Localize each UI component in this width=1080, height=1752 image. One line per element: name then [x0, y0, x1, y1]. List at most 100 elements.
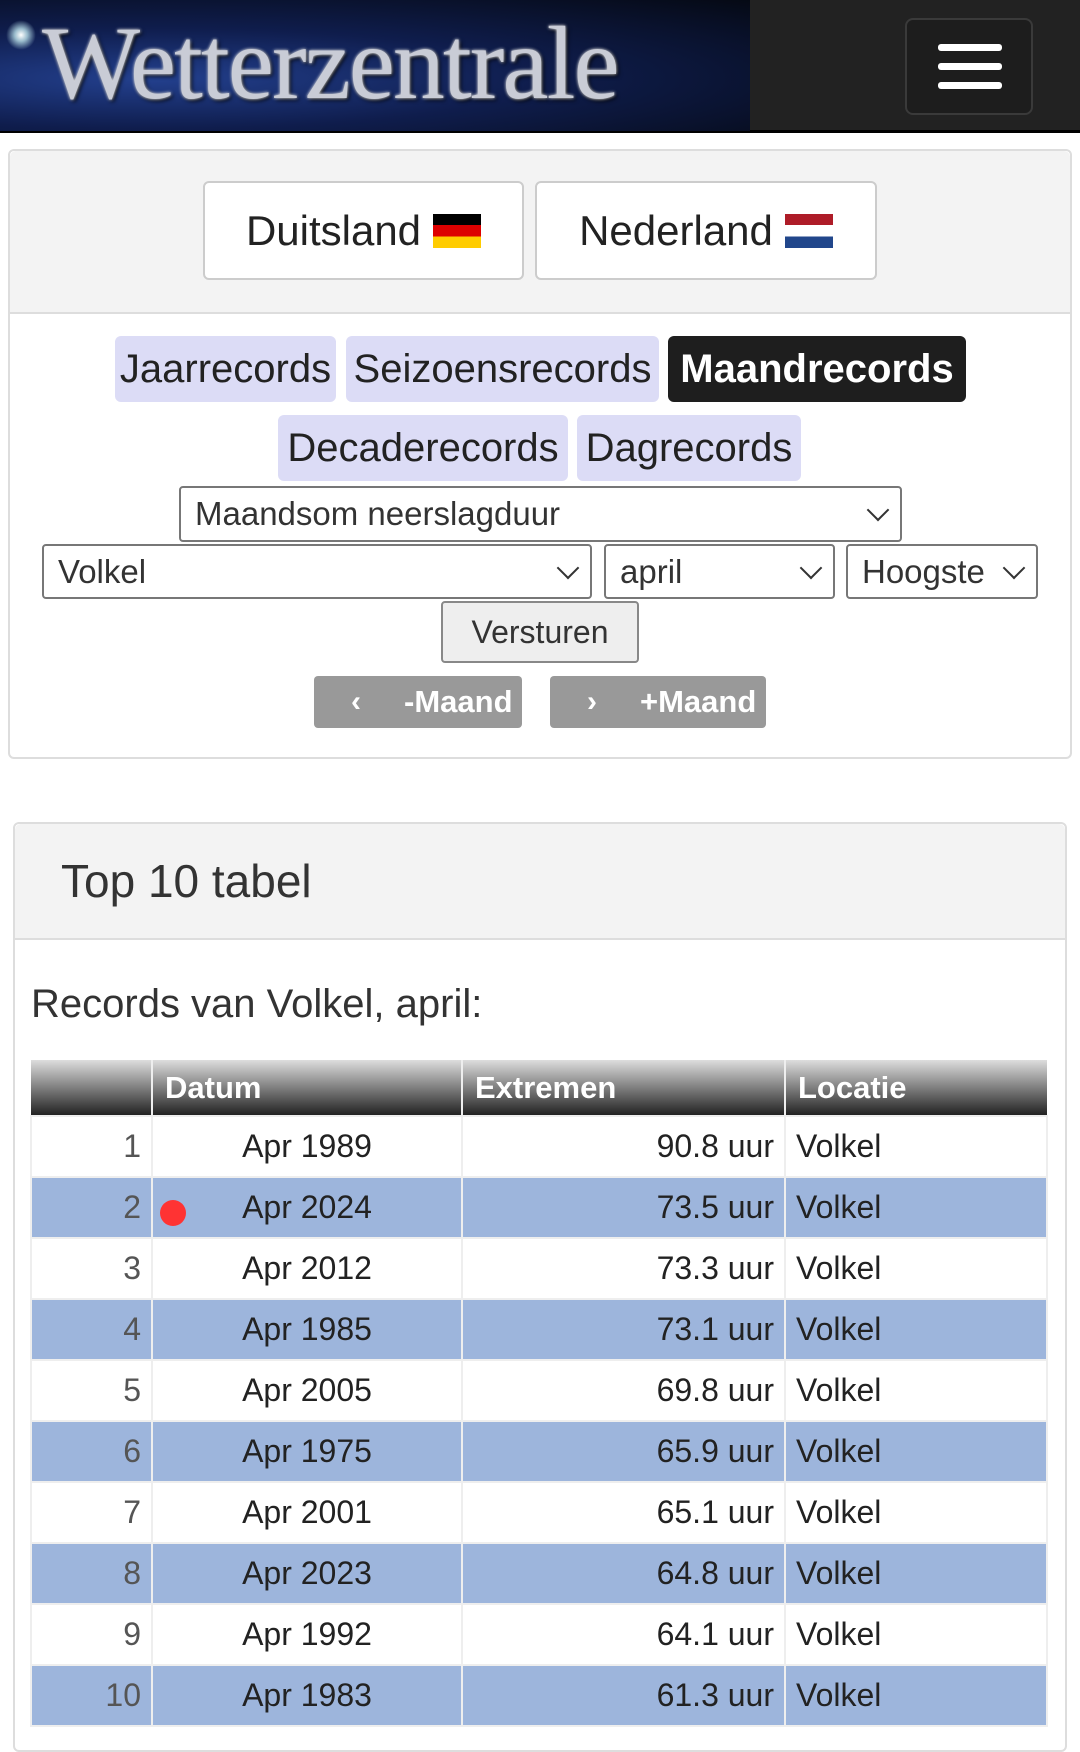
value-cell: 65.1 uur	[461, 1481, 786, 1544]
table-row: 1 Apr 1989 90.8 uur Volkel	[30, 1115, 1048, 1178]
rank-cell: 9	[30, 1603, 153, 1666]
value-cell: 73.5 uur	[461, 1176, 786, 1239]
parameter-select[interactable]: Maandsom neerslagduur	[179, 486, 902, 542]
location-cell: Volkel	[784, 1603, 1048, 1666]
station-value: Volkel	[58, 552, 147, 590]
location-cell: Volkel	[784, 1176, 1048, 1239]
col-rank	[31, 1060, 152, 1116]
rank-cell: 10	[30, 1664, 153, 1727]
tab-seizoensrecords[interactable]: Seizoensrecords	[346, 336, 659, 402]
location-cell: Volkel	[784, 1542, 1048, 1605]
date-cell: Apr 2024	[151, 1176, 463, 1239]
date-text: Apr 2012	[242, 1250, 372, 1286]
date-text: Apr 1985	[242, 1311, 372, 1347]
records-title: Records van Volkel, april:	[31, 982, 483, 1026]
table-row: 10 Apr 1983 61.3 uur Volkel	[30, 1664, 1048, 1727]
rank-cell: 7	[30, 1481, 153, 1544]
station-select[interactable]: Volkel	[42, 544, 592, 599]
value-cell: 73.3 uur	[461, 1237, 786, 1300]
tab-jaarrecords[interactable]: Jaarrecords	[115, 336, 336, 402]
chevron-down-icon	[866, 498, 890, 522]
value-cell: 64.8 uur	[461, 1542, 786, 1605]
table-row: 9 Apr 1992 64.1 uur Volkel	[30, 1603, 1048, 1666]
date-text: Apr 1983	[242, 1677, 372, 1713]
value-cell: 65.9 uur	[461, 1420, 786, 1483]
date-cell: Apr 1985	[151, 1298, 463, 1361]
date-text: Apr 1989	[242, 1128, 372, 1164]
date-cell: Apr 2005	[151, 1359, 463, 1422]
chevron-down-icon	[1002, 556, 1026, 579]
table-row: 3 Apr 2012 73.3 uur Volkel	[30, 1237, 1048, 1300]
date-text: Apr 2005	[242, 1372, 372, 1408]
col-locatie: Locatie	[784, 1060, 1047, 1116]
location-cell: Volkel	[784, 1664, 1048, 1727]
chevron-down-icon	[556, 556, 580, 579]
date-text: Apr 2001	[242, 1494, 372, 1530]
rank-cell: 2	[30, 1176, 153, 1239]
rank-cell: 5	[30, 1359, 153, 1422]
date-cell: Apr 2001	[151, 1481, 463, 1544]
location-cell: Volkel	[784, 1359, 1048, 1422]
tab-decaderecords[interactable]: Decaderecords	[278, 415, 568, 481]
germany-flag-icon	[433, 213, 482, 248]
date-cell: Apr 1975	[151, 1420, 463, 1483]
submit-button[interactable]: Versturen	[441, 601, 639, 663]
chevron-down-icon	[799, 556, 823, 579]
table-row: 4 Apr 1985 73.1 uur Volkel	[30, 1298, 1048, 1361]
logo-text: Wetterzentrale	[42, 6, 620, 121]
chevron-left-icon: ‹	[351, 685, 361, 718]
date-cell: Apr 1983	[151, 1664, 463, 1727]
table-row: 6 Apr 1975 65.9 uur Volkel	[30, 1420, 1048, 1483]
rank-cell: 3	[30, 1237, 153, 1300]
country-button-duitsland[interactable]: Duitsland	[203, 181, 524, 280]
prev-month-button[interactable]: ‹ -Maand	[314, 676, 522, 728]
table-row: 7 Apr 2001 65.1 uur Volkel	[30, 1481, 1048, 1544]
date-text: Apr 2023	[242, 1555, 372, 1591]
date-cell: Apr 2023	[151, 1542, 463, 1605]
month-select[interactable]: april	[604, 544, 835, 599]
chevron-right-icon: ›	[587, 685, 597, 718]
order-value: Hoogste	[862, 552, 985, 590]
hamburger-icon[interactable]	[905, 18, 1033, 115]
value-cell: 90.8 uur	[461, 1115, 786, 1178]
panel-title: Top 10 tabel	[61, 855, 312, 907]
location-cell: Volkel	[784, 1115, 1048, 1178]
date-cell: Apr 2012	[151, 1237, 463, 1300]
star-icon	[6, 20, 36, 50]
month-value: april	[620, 552, 683, 590]
location-cell: Volkel	[784, 1481, 1048, 1544]
table-row: 2 Apr 2024 73.5 uur Volkel	[30, 1176, 1048, 1239]
next-month-button[interactable]: › +Maand	[550, 676, 766, 728]
new-record-marker-icon	[160, 1200, 186, 1226]
date-text: Apr 1975	[242, 1433, 372, 1469]
location-cell: Volkel	[784, 1420, 1048, 1483]
tab-maandrecords[interactable]: Maandrecords	[668, 336, 966, 402]
value-cell: 73.1 uur	[461, 1298, 786, 1361]
value-cell: 64.1 uur	[461, 1603, 786, 1666]
next-month-label: +Maand	[640, 684, 757, 719]
order-select[interactable]: Hoogste	[846, 544, 1038, 599]
rank-cell: 6	[30, 1420, 153, 1483]
netherlands-flag-icon	[784, 213, 833, 248]
tab-dagrecords[interactable]: Dagrecords	[577, 415, 801, 481]
country-button-nederland[interactable]: Nederland	[535, 181, 877, 280]
table-row: 5 Apr 2005 69.8 uur Volkel	[30, 1359, 1048, 1422]
rank-cell: 4	[30, 1298, 153, 1361]
date-text: Apr 1992	[242, 1616, 372, 1652]
rank-cell: 8	[30, 1542, 153, 1605]
date-cell: Apr 1989	[151, 1115, 463, 1178]
col-datum: Datum	[151, 1060, 462, 1116]
rank-cell: 1	[30, 1115, 153, 1178]
table-row: 8 Apr 2023 64.8 uur Volkel	[30, 1542, 1048, 1605]
parameter-value: Maandsom neerslagduur	[195, 495, 561, 532]
date-cell: Apr 1992	[151, 1603, 463, 1666]
date-text: Apr 2024	[242, 1189, 372, 1225]
value-cell: 61.3 uur	[461, 1664, 786, 1727]
value-cell: 69.8 uur	[461, 1359, 786, 1422]
logo[interactable]: Wetterzentrale	[0, 0, 750, 131]
panel-header: Top 10 tabel	[15, 824, 1065, 940]
col-extremen: Extremen	[461, 1060, 785, 1116]
records-table: Datum Extremen Locatie 1 Apr 1989 90.8 uur…	[30, 1060, 1048, 1727]
country-label: Duitsland	[245, 206, 422, 254]
location-cell: Volkel	[784, 1298, 1048, 1361]
